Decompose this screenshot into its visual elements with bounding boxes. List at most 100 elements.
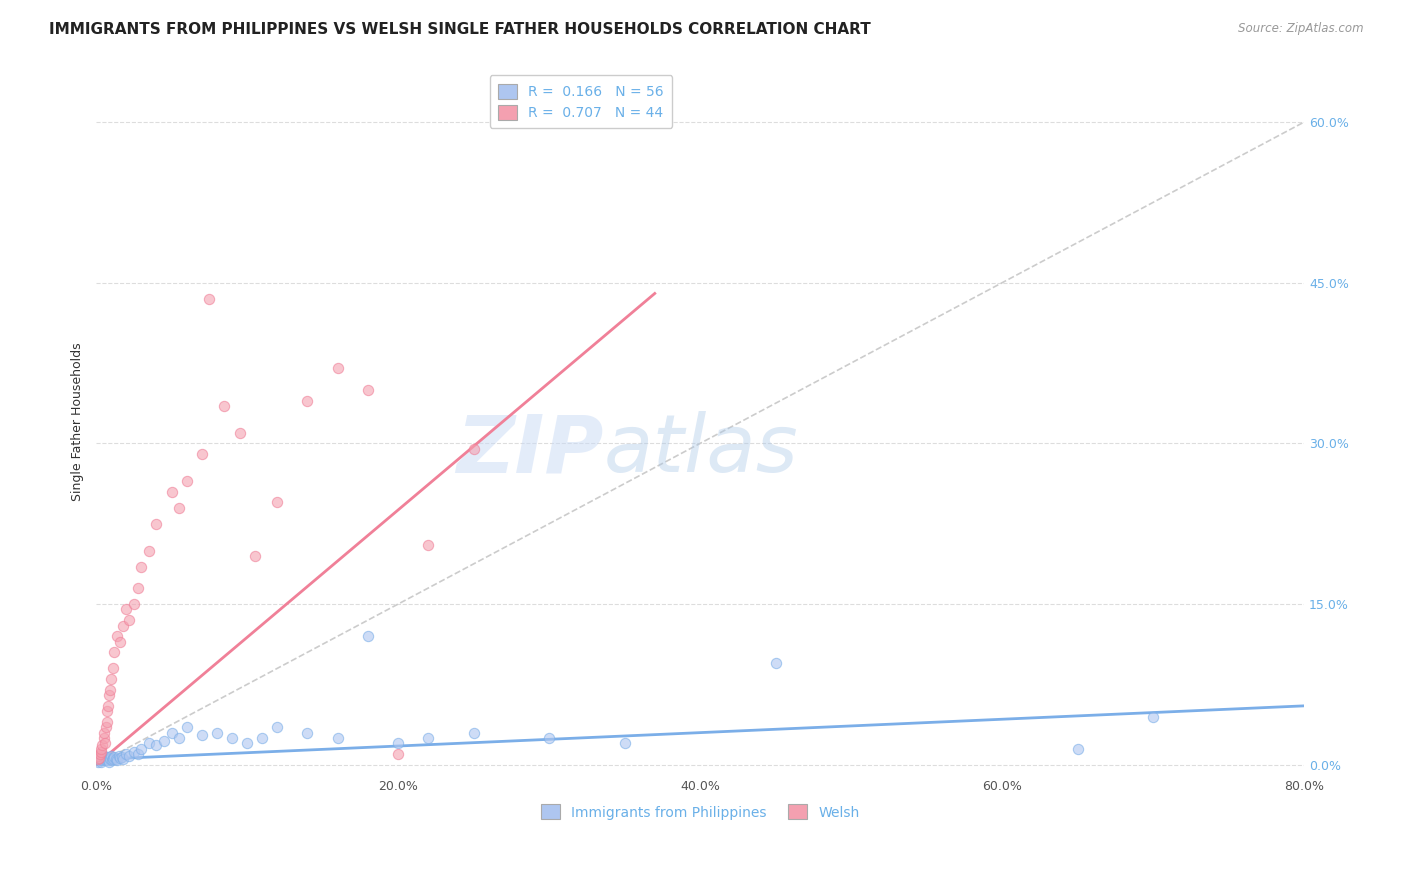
Point bbox=[115, 747, 138, 761]
Point bbox=[167, 731, 190, 745]
Point bbox=[112, 752, 135, 766]
Point bbox=[111, 750, 134, 764]
Point bbox=[86, 752, 108, 766]
Point bbox=[96, 750, 118, 764]
Point bbox=[91, 739, 114, 753]
Point bbox=[93, 749, 115, 764]
Point bbox=[97, 688, 120, 702]
Point bbox=[118, 613, 141, 627]
Point bbox=[387, 736, 409, 750]
Point bbox=[243, 549, 266, 563]
Point bbox=[104, 752, 127, 766]
Point bbox=[266, 495, 288, 509]
Point bbox=[418, 538, 440, 552]
Point bbox=[101, 661, 124, 675]
Point bbox=[221, 731, 243, 745]
Point bbox=[1142, 709, 1164, 723]
Point bbox=[93, 725, 115, 739]
Point bbox=[214, 399, 236, 413]
Point bbox=[96, 752, 118, 766]
Point bbox=[98, 751, 121, 765]
Point bbox=[167, 500, 190, 515]
Point bbox=[122, 745, 145, 759]
Point bbox=[101, 754, 124, 768]
Point bbox=[297, 725, 319, 739]
Point bbox=[176, 474, 198, 488]
Point bbox=[87, 754, 110, 768]
Point bbox=[250, 731, 273, 745]
Point bbox=[131, 741, 153, 756]
Text: Source: ZipAtlas.com: Source: ZipAtlas.com bbox=[1239, 22, 1364, 36]
Point bbox=[138, 543, 160, 558]
Point bbox=[108, 634, 131, 648]
Point bbox=[127, 581, 149, 595]
Point bbox=[463, 442, 485, 456]
Point bbox=[122, 597, 145, 611]
Text: IMMIGRANTS FROM PHILIPPINES VS WELSH SINGLE FATHER HOUSEHOLDS CORRELATION CHART: IMMIGRANTS FROM PHILIPPINES VS WELSH SIN… bbox=[49, 22, 870, 37]
Point bbox=[103, 752, 125, 766]
Point bbox=[93, 731, 115, 745]
Point bbox=[97, 755, 120, 769]
Point bbox=[112, 618, 135, 632]
Point bbox=[463, 725, 485, 739]
Point bbox=[145, 516, 167, 531]
Point bbox=[107, 749, 129, 764]
Point bbox=[266, 720, 288, 734]
Point bbox=[90, 745, 112, 759]
Point bbox=[108, 751, 131, 765]
Point bbox=[1066, 741, 1088, 756]
Text: ZIP: ZIP bbox=[456, 411, 603, 490]
Point bbox=[97, 754, 120, 768]
Point bbox=[105, 754, 128, 768]
Point bbox=[160, 484, 183, 499]
Point bbox=[115, 602, 138, 616]
Point bbox=[100, 752, 122, 766]
Point bbox=[153, 734, 176, 748]
Point bbox=[94, 736, 117, 750]
Point bbox=[297, 393, 319, 408]
Point bbox=[418, 731, 440, 745]
Point bbox=[89, 747, 111, 761]
Point bbox=[198, 292, 221, 306]
Point bbox=[160, 725, 183, 739]
Point bbox=[765, 656, 787, 670]
Point bbox=[103, 750, 125, 764]
Point bbox=[357, 629, 380, 643]
Point bbox=[357, 383, 380, 397]
Point bbox=[100, 672, 122, 686]
Point bbox=[190, 728, 212, 742]
Point bbox=[87, 751, 110, 765]
Point bbox=[103, 645, 125, 659]
Point bbox=[93, 752, 115, 766]
Point bbox=[228, 425, 250, 440]
Point bbox=[387, 747, 409, 761]
Point bbox=[90, 752, 112, 766]
Point bbox=[118, 749, 141, 764]
Point bbox=[145, 739, 167, 753]
Point bbox=[89, 751, 111, 765]
Point bbox=[538, 731, 561, 745]
Point bbox=[86, 755, 108, 769]
Point bbox=[96, 714, 118, 729]
Point bbox=[138, 736, 160, 750]
Point bbox=[94, 754, 117, 768]
Point bbox=[96, 704, 118, 718]
Point bbox=[127, 747, 149, 761]
Point bbox=[326, 361, 349, 376]
Point bbox=[131, 559, 153, 574]
Point bbox=[613, 736, 636, 750]
Point bbox=[100, 749, 122, 764]
Point bbox=[176, 720, 198, 734]
Point bbox=[97, 698, 120, 713]
Point bbox=[87, 749, 110, 764]
Point bbox=[90, 741, 112, 756]
Point bbox=[205, 725, 228, 739]
Point bbox=[91, 754, 114, 768]
Point bbox=[87, 752, 110, 766]
Point bbox=[94, 751, 117, 765]
Point bbox=[101, 751, 124, 765]
Point bbox=[98, 682, 121, 697]
Point bbox=[326, 731, 349, 745]
Legend: Immigrants from Philippines, Welsh: Immigrants from Philippines, Welsh bbox=[536, 798, 865, 825]
Point bbox=[94, 720, 117, 734]
